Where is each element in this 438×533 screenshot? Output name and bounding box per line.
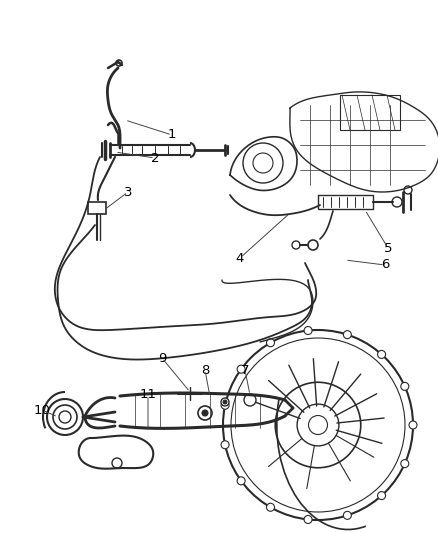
Circle shape [237,365,245,373]
Circle shape [378,491,385,499]
Circle shape [392,197,402,207]
Text: 7: 7 [241,364,249,376]
Text: 2: 2 [151,151,159,165]
Text: 1: 1 [168,128,176,141]
Circle shape [404,186,412,194]
Circle shape [59,411,71,423]
FancyBboxPatch shape [88,202,106,214]
Circle shape [202,410,208,416]
Circle shape [343,511,351,519]
Circle shape [401,459,409,467]
Circle shape [221,398,229,406]
Text: 11: 11 [139,389,156,401]
Circle shape [308,416,328,434]
Circle shape [231,338,405,512]
Text: 3: 3 [124,185,132,198]
FancyBboxPatch shape [340,95,400,130]
Text: 5: 5 [384,241,392,254]
Circle shape [221,441,229,449]
Text: 9: 9 [158,351,166,365]
Circle shape [223,400,227,404]
Circle shape [53,405,77,429]
Circle shape [244,394,256,406]
Text: 4: 4 [236,252,244,264]
Text: 8: 8 [201,364,209,376]
Circle shape [47,399,83,435]
Circle shape [292,241,300,249]
Circle shape [343,330,351,338]
Circle shape [378,350,385,358]
Circle shape [243,143,283,183]
Text: 10: 10 [34,403,50,416]
Circle shape [409,421,417,429]
Text: 6: 6 [381,259,389,271]
Circle shape [221,401,229,409]
Circle shape [308,240,318,250]
Circle shape [304,515,312,523]
Circle shape [266,503,275,511]
Circle shape [304,327,312,335]
Circle shape [112,458,122,468]
Circle shape [297,404,339,446]
Circle shape [401,382,409,390]
Circle shape [223,330,413,520]
Circle shape [266,339,275,347]
Circle shape [116,60,122,66]
Circle shape [237,477,245,485]
Circle shape [198,406,212,420]
Circle shape [275,382,361,468]
Circle shape [253,153,273,173]
